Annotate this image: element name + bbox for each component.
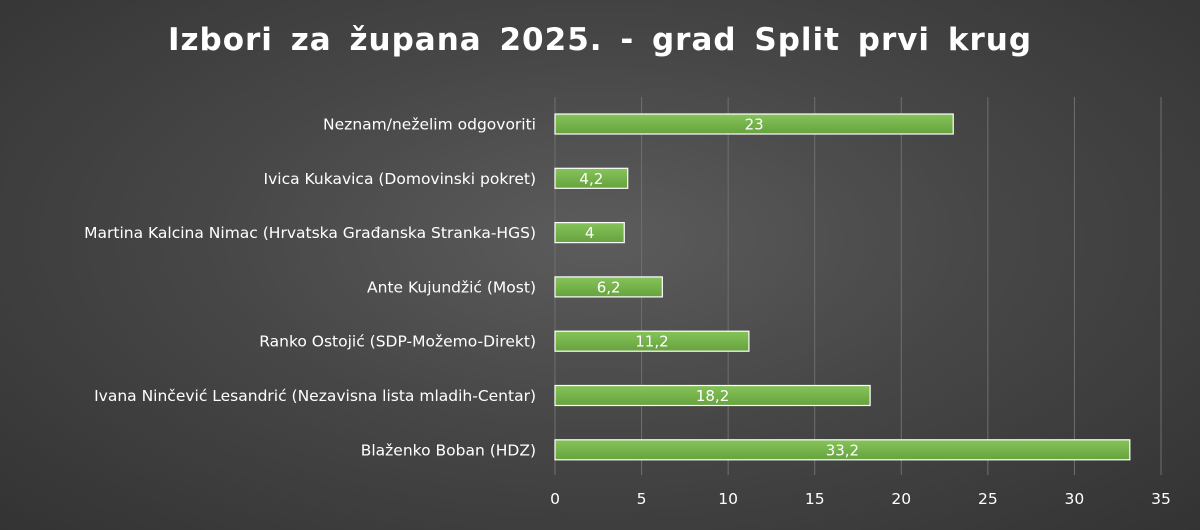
x-axis-ticks: 0 5 10 15 20 25 30 35 <box>550 490 1171 508</box>
category-label-0: Neznam/neželim odgovoriti <box>323 116 536 134</box>
category-label-6: Blaženko Boban (HDZ) <box>361 441 536 459</box>
data-label-5: 18,2 <box>696 387 729 405</box>
data-label-3: 6,2 <box>597 278 621 296</box>
x-tick-label-35: 35 <box>1151 490 1171 508</box>
data-label-4: 11,2 <box>635 333 668 351</box>
bar-2 <box>554 222 625 244</box>
data-label-2: 4 <box>585 224 595 242</box>
x-tick-label-20: 20 <box>891 490 911 508</box>
bars: 23 4,2 4 6,2 11,2 18,2 33,2 <box>554 113 1131 461</box>
category-label-3: Ante Kujundžić (Most) <box>367 278 536 296</box>
category-label-2: Martina Kalcina Nimac (Hrvatska Građansk… <box>84 224 536 242</box>
bar-6 <box>554 439 1131 461</box>
bar-4 <box>554 330 750 352</box>
x-tick-label-10: 10 <box>718 490 738 508</box>
bar-0 <box>554 113 954 135</box>
x-tick-label-25: 25 <box>978 490 998 508</box>
x-tick-label-30: 30 <box>1065 490 1085 508</box>
x-tick-label-15: 15 <box>805 490 825 508</box>
data-label-1: 4,2 <box>579 170 603 188</box>
x-tick-label-5: 5 <box>637 490 647 508</box>
bar-3 <box>554 276 663 298</box>
category-label-1: Ivica Kukavica (Domovinski pokret) <box>264 170 536 188</box>
data-label-0: 23 <box>745 116 764 134</box>
bar-5 <box>554 384 871 407</box>
chart-title: Izbori za župana 2025. - grad Split prvi… <box>167 22 1033 58</box>
category-label-5: Ivana Ninčević Lesandrić (Nezavisna list… <box>94 387 536 405</box>
category-labels: Neznam/neželim odgovoriti Ivica Kukavica … <box>84 116 536 460</box>
data-label-6: 33,2 <box>826 441 859 459</box>
bar-1 <box>554 167 629 189</box>
category-label-4: Ranko Ostojić (SDP-Možemo-Direkt) <box>259 333 536 351</box>
x-tick-label-0: 0 <box>550 490 560 508</box>
